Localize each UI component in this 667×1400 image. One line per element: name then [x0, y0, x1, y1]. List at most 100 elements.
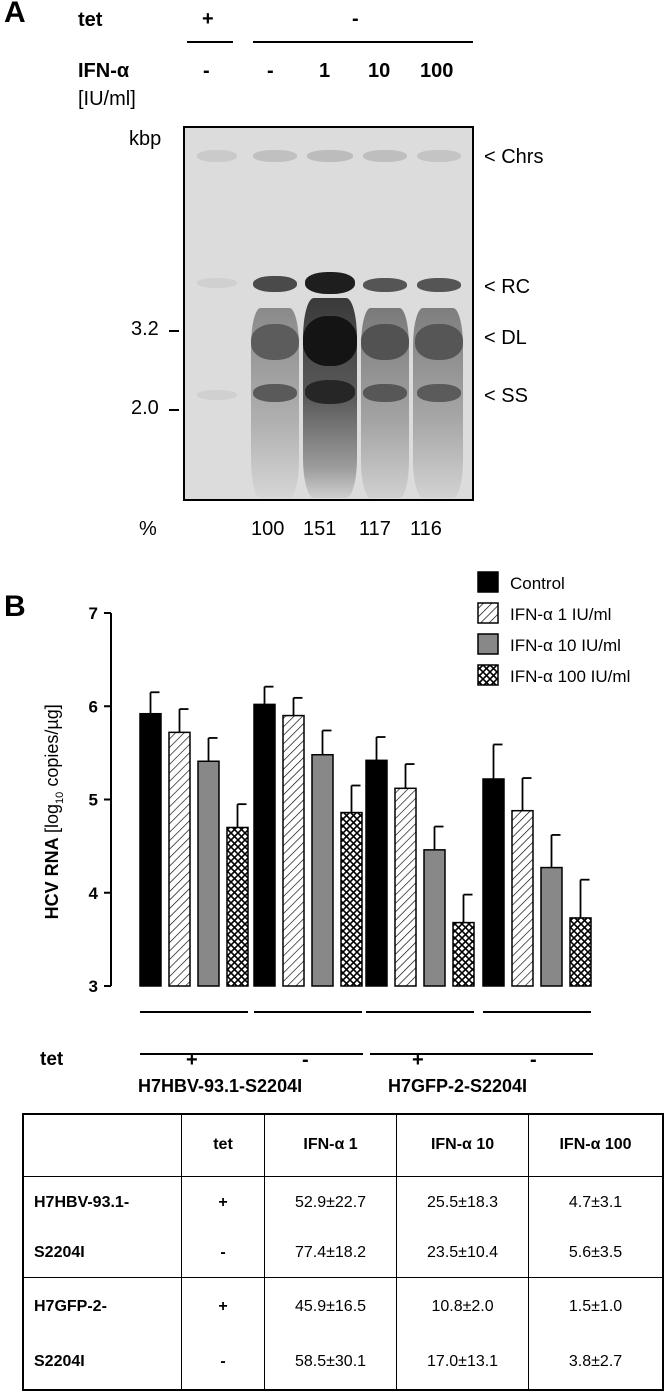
- band-label-dl: < DL: [484, 327, 527, 349]
- legend-label: IFN-α 100 IU/ml: [510, 667, 630, 686]
- table-header-row: tet IFN-α 1 IFN-α 10 IFN-α 100: [23, 1114, 663, 1177]
- tet-plus-line: [187, 41, 233, 43]
- table-value: 77.4±18.2: [263, 1228, 397, 1278]
- legend-label: IFN-α 10 IU/ml: [510, 636, 621, 655]
- table-cell-line: H7HBV-93.1-: [34, 1193, 130, 1211]
- ifn-units: [IU/ml]: [78, 88, 136, 110]
- y-tick-label: 6: [89, 697, 98, 716]
- bar: [511, 809, 534, 987]
- legend-swatch: [477, 664, 499, 686]
- table-cell-line: S2204I: [34, 1353, 85, 1371]
- blot-band: [305, 380, 355, 404]
- blot-band: [197, 390, 237, 400]
- table-header-cell: tet: [181, 1114, 265, 1177]
- table-tet: +: [181, 1176, 265, 1229]
- bar: [226, 826, 249, 987]
- blot-band: [415, 324, 463, 360]
- tet-b-label: tet: [40, 1049, 64, 1070]
- tet-plus: +: [202, 8, 214, 30]
- southern-blot-image: [183, 126, 474, 501]
- band-label-rc: < RC: [484, 276, 531, 298]
- group-tet: +: [186, 1049, 198, 1071]
- blot-band: [251, 324, 299, 360]
- group-tet: +: [412, 1049, 424, 1071]
- marker-2-0: 2.0: [131, 397, 159, 419]
- table-value: 23.5±10.4: [396, 1228, 529, 1278]
- bar: [139, 712, 162, 987]
- ifn-value-1: -: [267, 60, 274, 82]
- table-value: 25.5±18.3: [396, 1176, 529, 1229]
- blot-band: [363, 384, 407, 402]
- panel-a-letter: A: [4, 0, 26, 29]
- tet-minus: -: [352, 8, 359, 30]
- table-value: 17.0±13.1: [396, 1335, 529, 1390]
- table-value: 10.8±2.0: [396, 1277, 529, 1336]
- tet-minus-line: [253, 41, 473, 43]
- kbp-label: kbp: [129, 128, 162, 150]
- table-row: H7GFP-2- + 45.9±16.5 10.8±2.0 1.5±1.0: [23, 1277, 663, 1336]
- table-row: S2204I - 77.4±18.2 23.5±10.4 5.6±3.5: [23, 1228, 663, 1278]
- bar: [394, 787, 417, 987]
- legend-swatch: [477, 571, 499, 593]
- blot-band: [305, 272, 355, 294]
- table-value: 3.8±2.7: [528, 1335, 663, 1390]
- ifn-value-2: 1: [319, 60, 331, 82]
- table-header-cell: IFN-α 1: [263, 1114, 397, 1177]
- table-row: H7HBV-93.1- + 52.9±22.7 25.5±18.3 4.7±3.…: [23, 1176, 663, 1229]
- table-cell-line: S2204I: [23, 1228, 182, 1278]
- bar: [311, 753, 334, 987]
- percent-label: %: [139, 518, 157, 540]
- legend-swatch: [477, 633, 499, 655]
- table-tet: +: [181, 1277, 265, 1336]
- bar: [340, 811, 363, 987]
- bar: [253, 703, 276, 987]
- table-value: 5.6±3.5: [528, 1228, 663, 1278]
- table-tet: -: [181, 1228, 265, 1278]
- ifn-value-0: -: [203, 60, 210, 82]
- percent-value: 117: [359, 518, 391, 540]
- percent-value: 151: [303, 518, 337, 540]
- bar: [540, 866, 563, 987]
- blot-band: [363, 150, 407, 162]
- table-cell-line: H7GFP-2-: [34, 1297, 107, 1315]
- marker-2-0-tick: [169, 409, 179, 411]
- blot-band: [307, 150, 353, 162]
- bar: [197, 760, 220, 987]
- hcv-rna-bar-chart: 3 4 5 6 7 Control IFN-α 1 IU/ml IFN-α 10 IU/ml…: [89, 571, 630, 1055]
- legend-label: Control: [510, 574, 565, 593]
- legend-swatch: [477, 602, 499, 624]
- band-label-chrs: < Chrs: [484, 146, 544, 168]
- table-tet: -: [181, 1335, 265, 1390]
- tet-label: tet: [78, 9, 103, 31]
- blot-band: [253, 384, 297, 402]
- legend-label: IFN-α 1 IU/ml: [510, 605, 611, 624]
- table-value: 45.9±16.5: [263, 1277, 397, 1336]
- band-label-ss: < SS: [484, 385, 528, 407]
- table-value: 1.5±1.0: [528, 1277, 663, 1336]
- table-header-cell: IFN-α 10: [396, 1114, 529, 1177]
- table-row: S2204I - 58.5±30.1 17.0±13.1 3.8±2.7: [23, 1335, 663, 1390]
- blot-band: [417, 384, 461, 402]
- blot-band: [361, 324, 409, 360]
- y-tick-label: 5: [89, 791, 98, 810]
- percent-value: 116: [410, 518, 442, 540]
- cell-line-label: H7HBV-93.1-S2204I: [138, 1076, 303, 1096]
- blot-band: [253, 150, 297, 162]
- percent-value: 100: [251, 518, 285, 540]
- y-tick-label: 3: [89, 977, 98, 996]
- bar: [168, 731, 191, 987]
- ifn-value-3: 10: [368, 60, 391, 82]
- table-value: 58.5±30.1: [263, 1335, 397, 1390]
- blot-band: [197, 150, 237, 162]
- table-value: 52.9±22.7: [263, 1176, 397, 1229]
- group-tet: -: [530, 1049, 537, 1071]
- y-tick-label: 4: [89, 884, 99, 903]
- blot-band: [197, 278, 237, 288]
- group-tet: -: [302, 1049, 309, 1071]
- inhibition-table: tet IFN-α 1 IFN-α 10 IFN-α 100 H7HBV-93.…: [22, 1113, 664, 1391]
- panel-b-letter: B: [4, 590, 26, 623]
- table-header-cell: [23, 1114, 182, 1177]
- y-tick-label: 7: [89, 604, 98, 623]
- blot-band: [363, 278, 407, 292]
- bar: [452, 921, 475, 987]
